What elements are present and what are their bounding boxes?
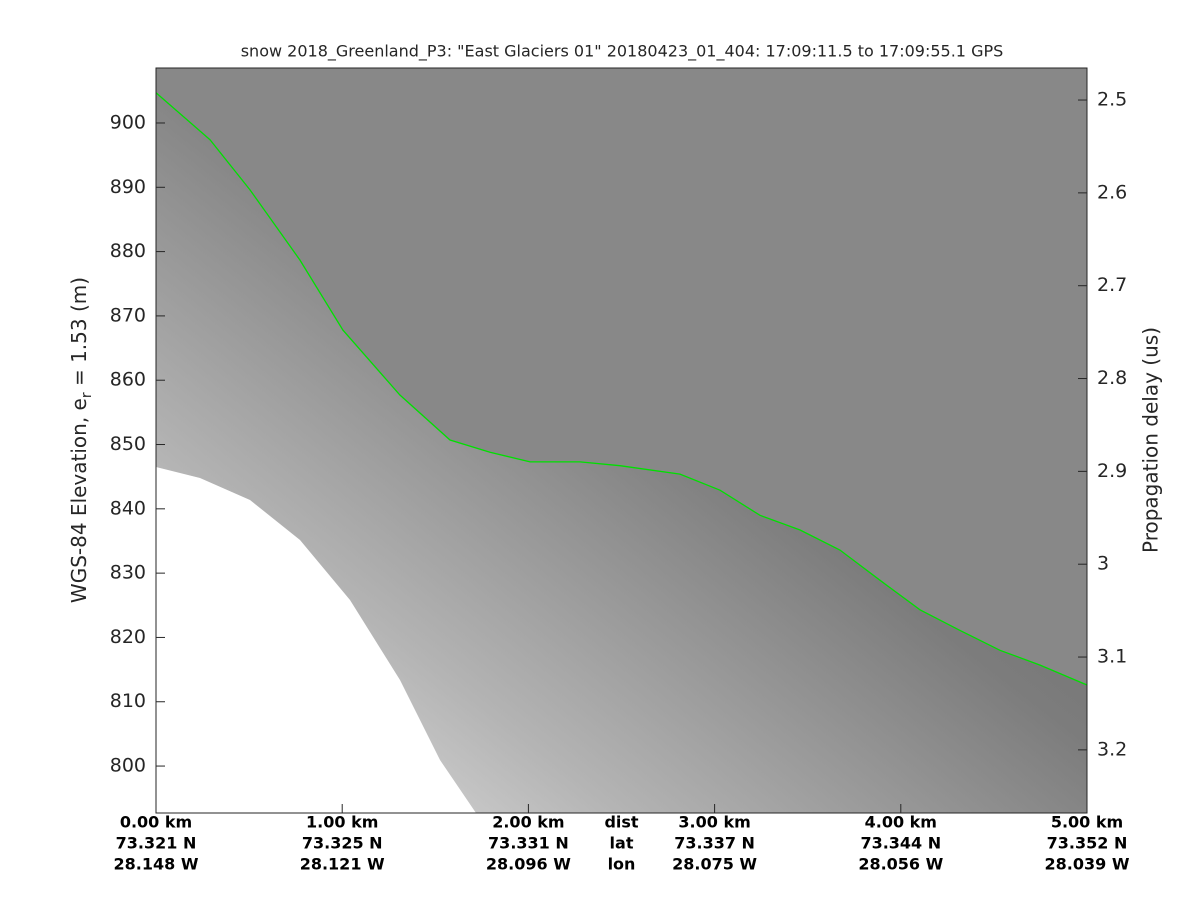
y-label-sub: r (79, 392, 95, 398)
chart-title: snow 2018_Greenland_P3: "East Glaciers 0… (241, 42, 1004, 62)
y-tick-label: 890 (110, 176, 146, 198)
y-tick-label: 800 (110, 755, 146, 777)
lat-label: 73.325 N (302, 834, 383, 853)
lat-label: 73.352 N (1047, 834, 1128, 853)
lon-label: 28.148 W (114, 855, 199, 874)
y-label-tail: = 1.53 (m) (67, 277, 91, 392)
y2-tick-label: 2.7 (1097, 274, 1127, 296)
lon-label: 28.075 W (672, 855, 757, 874)
x-tick-label: 4.00 km (865, 813, 937, 832)
x-tick-label: 2.00 km (492, 813, 564, 832)
y-tick-label: 860 (110, 369, 146, 391)
y-tick-label: 850 (110, 433, 146, 455)
y-tick-label: 830 (110, 562, 146, 584)
x-tick-label: 5.00 km (1051, 813, 1123, 832)
y2-tick-label: 2.5 (1097, 89, 1127, 111)
y2-tick-label: 2.6 (1097, 181, 1127, 203)
y2-tick-label: 2.8 (1097, 367, 1127, 389)
lat-label: 73.331 N (488, 834, 569, 853)
y-tick-label: 900 (110, 111, 146, 133)
no-data-region (156, 467, 476, 813)
y2-tick-label: 2.9 (1097, 460, 1127, 482)
y2-tick-label: 3.2 (1097, 738, 1127, 760)
row-header: dist (604, 813, 638, 832)
x-tick-label: 1.00 km (306, 813, 378, 832)
surface-line (155, 92, 1088, 686)
y-label-main: WGS-84 Elevation, e (67, 398, 91, 603)
axes-box (155, 67, 1088, 814)
lon-label: 28.039 W (1045, 855, 1130, 874)
y2-tick-label: 3 (1097, 553, 1109, 575)
y-tick-label: 870 (110, 304, 146, 326)
y-axis-label: WGS-84 Elevation, er = 1.53 (m) (67, 277, 96, 603)
lon-label: 28.121 W (300, 855, 385, 874)
x-tick-label: 0.00 km (120, 813, 192, 832)
y-tick-label: 810 (110, 690, 146, 712)
y-tick-label: 820 (110, 626, 146, 648)
echo-fill (156, 92, 1087, 814)
x-tick-label: 3.00 km (678, 813, 750, 832)
lat-label: 73.321 N (116, 834, 197, 853)
y2-tick-label: 3.1 (1097, 646, 1127, 668)
y2-axis-label: Propagation delay (us) (1139, 327, 1163, 553)
y-tick-label: 880 (110, 240, 146, 262)
y-tick-label: 840 (110, 497, 146, 519)
row-header: lon (608, 855, 636, 874)
lon-label: 28.096 W (486, 855, 571, 874)
row-header: lat (610, 834, 634, 853)
lat-label: 73.344 N (860, 834, 941, 853)
lat-label: 73.337 N (674, 834, 755, 853)
lon-label: 28.056 W (858, 855, 943, 874)
